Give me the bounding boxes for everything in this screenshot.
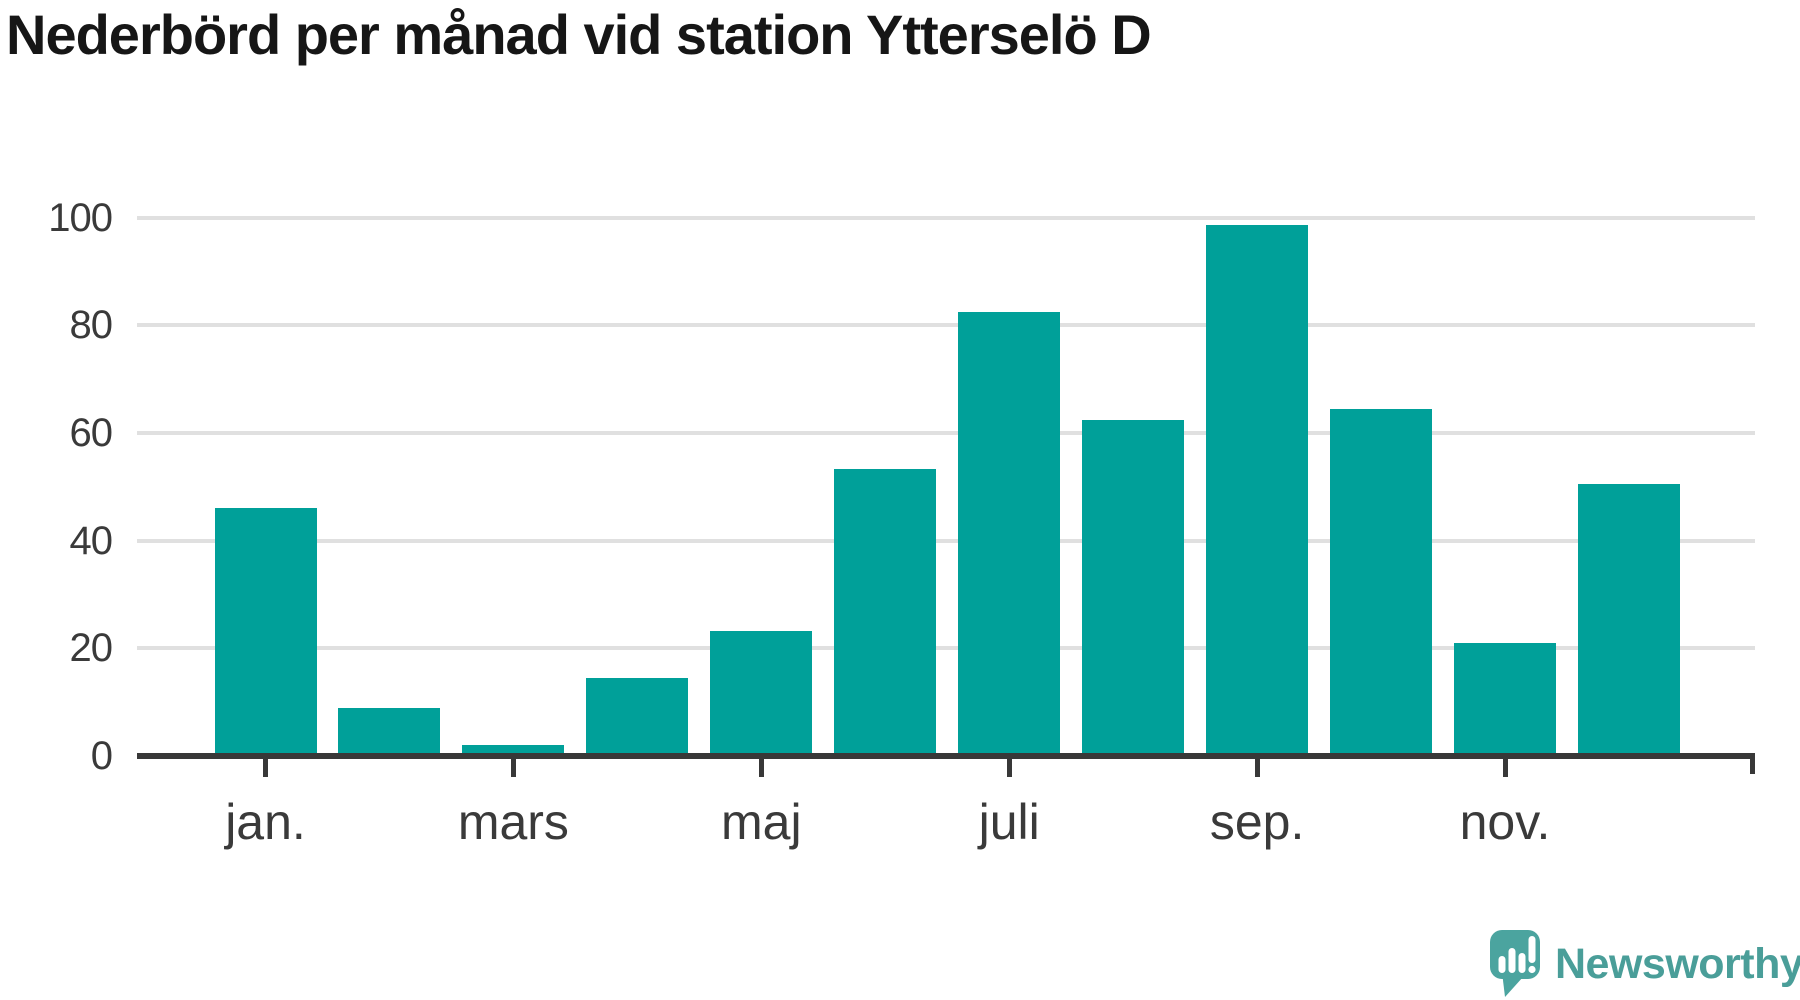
x-axis-tick-nov. [1502, 756, 1508, 777]
gridline-y-40 [137, 538, 1755, 543]
x-tick-label-maj: maj [721, 794, 802, 850]
gridline-y-80 [137, 323, 1755, 328]
x-tick-label-juli: juli [978, 794, 1040, 850]
x-tick-label-mars: mars [457, 794, 569, 850]
bar-month-6 [834, 468, 937, 756]
bar-month-4 [586, 678, 689, 756]
x-axis-tick-mars [510, 756, 516, 777]
bar-month-5 [710, 631, 813, 756]
newsworthy-branding: Newsworthy [1490, 930, 1800, 998]
bar-month-7 [958, 312, 1061, 756]
gridline-y-100 [137, 215, 1755, 220]
x-tick-label-nov.: nov. [1459, 794, 1551, 850]
bar-month-9 [1206, 224, 1309, 756]
x-axis-tick-sep. [1254, 756, 1260, 777]
bar-month-8 [1082, 419, 1185, 756]
y-tick-label-100: 100 [48, 195, 113, 240]
gridline-y-20 [137, 646, 1755, 651]
gridline-y-60 [137, 430, 1755, 435]
bar-month-10 [1330, 408, 1433, 756]
x-axis-tick-maj [758, 756, 764, 777]
newsworthy-logo-icon [1490, 930, 1540, 997]
y-tick-label-20: 20 [69, 626, 114, 671]
y-tick-label-60: 60 [69, 410, 114, 455]
newsworthy-logo-text: Newsworthy [1555, 939, 1800, 988]
x-tick-label-sep.: sep. [1209, 794, 1305, 850]
x-tick-label-jan.: jan. [225, 794, 306, 850]
bar-month-1 [214, 508, 317, 756]
bar-month-2 [338, 707, 441, 756]
x-axis-tick-juli [1006, 756, 1012, 777]
bar-month-12 [1577, 484, 1680, 756]
y-tick-label-80: 80 [69, 303, 114, 348]
bar-month-11 [1454, 642, 1556, 756]
bar-month-3 [462, 745, 565, 756]
x-axis-line [137, 753, 1755, 759]
x-axis-end-tick [1750, 753, 1755, 774]
y-tick-label-40: 40 [69, 518, 114, 563]
y-tick-label-0: 0 [90, 734, 113, 778]
chart-title: Nederbörd per månad vid station Yttersel… [6, 3, 1152, 66]
x-axis-tick-jan. [263, 756, 268, 777]
